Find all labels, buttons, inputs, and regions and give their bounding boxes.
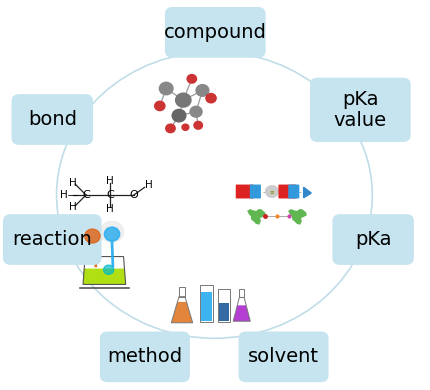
Text: reaction: reaction	[12, 230, 92, 249]
FancyBboxPatch shape	[310, 78, 411, 142]
Bar	[218, 289, 230, 322]
Circle shape	[194, 121, 203, 129]
Circle shape	[175, 93, 191, 107]
FancyBboxPatch shape	[288, 184, 299, 199]
FancyBboxPatch shape	[250, 184, 261, 199]
Circle shape	[80, 223, 104, 245]
Text: H: H	[69, 202, 77, 212]
Polygon shape	[288, 209, 307, 225]
Circle shape	[196, 85, 209, 96]
Polygon shape	[83, 269, 126, 284]
Text: compound: compound	[164, 23, 267, 42]
FancyBboxPatch shape	[3, 214, 101, 265]
Circle shape	[190, 106, 202, 117]
Text: pKa: pKa	[355, 230, 391, 249]
Circle shape	[104, 265, 114, 275]
Polygon shape	[247, 209, 266, 225]
Text: H: H	[69, 178, 77, 188]
Circle shape	[206, 94, 216, 103]
Circle shape	[155, 101, 165, 111]
Bar	[240, 289, 244, 298]
Text: solvent: solvent	[248, 347, 319, 366]
Circle shape	[266, 186, 278, 197]
FancyBboxPatch shape	[332, 214, 414, 265]
Polygon shape	[233, 305, 250, 321]
Circle shape	[104, 227, 120, 241]
Text: H—: H—	[60, 190, 78, 200]
Text: H: H	[106, 176, 114, 186]
Bar	[219, 303, 229, 321]
Bar	[200, 285, 213, 322]
Text: H: H	[145, 180, 153, 190]
FancyBboxPatch shape	[100, 332, 190, 382]
Circle shape	[166, 124, 175, 133]
FancyBboxPatch shape	[239, 332, 329, 382]
Bar	[201, 292, 212, 321]
Text: C: C	[106, 190, 114, 200]
Circle shape	[85, 229, 100, 243]
Text: bond: bond	[28, 110, 77, 129]
Text: O: O	[129, 190, 138, 200]
Circle shape	[182, 124, 189, 130]
Bar	[179, 287, 185, 297]
Text: C: C	[82, 190, 90, 200]
Text: H: H	[106, 204, 114, 214]
FancyBboxPatch shape	[165, 7, 266, 58]
Text: method: method	[108, 347, 182, 366]
Circle shape	[160, 82, 173, 95]
Text: ≡: ≡	[270, 189, 274, 194]
Circle shape	[100, 221, 124, 243]
FancyBboxPatch shape	[236, 184, 254, 199]
Circle shape	[172, 110, 186, 122]
Circle shape	[187, 74, 197, 83]
FancyBboxPatch shape	[278, 184, 296, 199]
Polygon shape	[304, 187, 311, 198]
Text: pKa
value: pKa value	[334, 90, 387, 130]
FancyBboxPatch shape	[12, 94, 93, 145]
Polygon shape	[171, 302, 193, 323]
